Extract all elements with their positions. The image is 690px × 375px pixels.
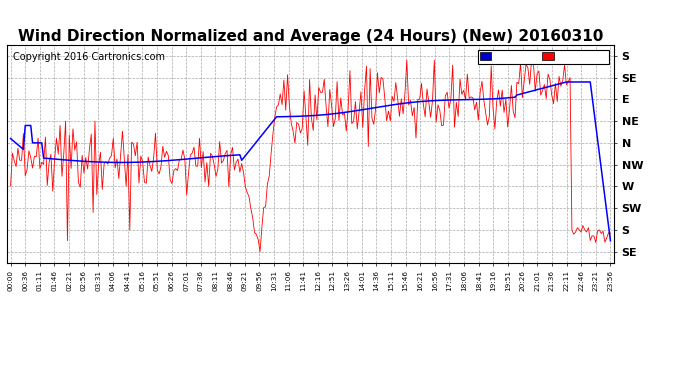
Legend: Average, Direction: Average, Direction bbox=[477, 50, 609, 64]
Title: Wind Direction Normalized and Average (24 Hours) (New) 20160310: Wind Direction Normalized and Average (2… bbox=[18, 29, 603, 44]
Text: Copyright 2016 Cartronics.com: Copyright 2016 Cartronics.com bbox=[13, 51, 165, 62]
